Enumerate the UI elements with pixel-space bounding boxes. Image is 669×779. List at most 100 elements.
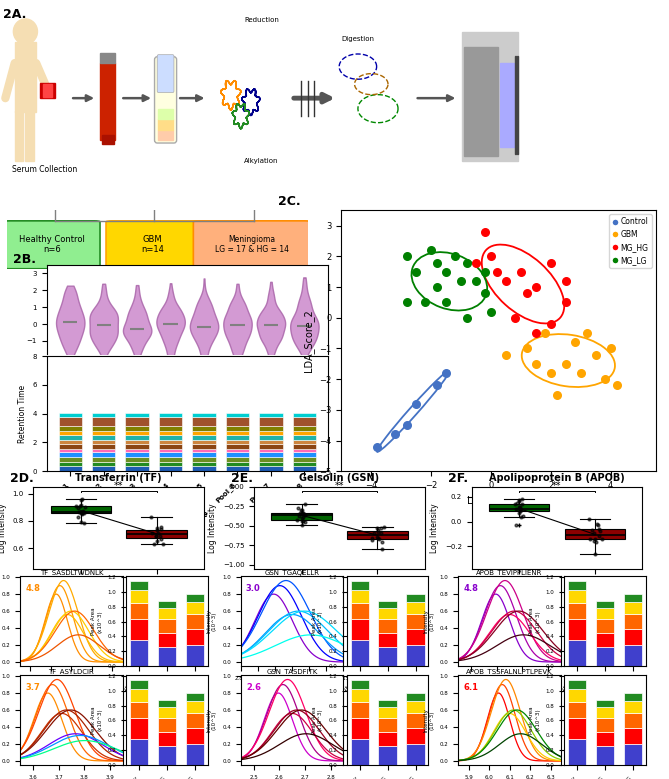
Bar (624, 614, 642, 629)
Point (480, 287, 490, 299)
Bar (186, 701, 204, 713)
Bar (462, 32, 518, 161)
Bar (92, 417, 116, 426)
Bar (293, 453, 316, 456)
Point (401, 419, 412, 432)
Point (509, 498, 520, 510)
Bar (260, 435, 283, 439)
Y-axis label: Peak Area
(x10^3): Peak Area (x10^3) (312, 707, 322, 734)
Bar (293, 432, 316, 435)
Point (516, 498, 527, 510)
Bar (59, 417, 82, 426)
Point (516, 510, 527, 523)
X-axis label: Retention Time: Retention Time (268, 686, 316, 691)
FancyBboxPatch shape (193, 221, 310, 269)
Point (376, 527, 387, 539)
Bar (126, 444, 149, 449)
Point (292, 513, 302, 526)
Point (300, 509, 310, 521)
Point (77, 508, 88, 520)
Point (486, 305, 496, 318)
Bar (59, 453, 82, 456)
Point (462, 256, 472, 269)
Bar (193, 449, 216, 453)
Bar (568, 590, 586, 603)
Text: Serum Collection: Serum Collection (12, 165, 78, 174)
Point (78, 505, 88, 517)
Bar (159, 439, 183, 444)
Title: APOB_TEVIPPLIENR: APOB_TEVIPPLIENR (476, 569, 543, 576)
Point (450, 250, 460, 263)
Point (373, 527, 383, 539)
Bar (596, 633, 614, 647)
Point (512, 497, 522, 509)
Text: **: ** (552, 481, 562, 491)
Bar (293, 456, 316, 462)
Point (591, 518, 602, 530)
Bar (293, 449, 316, 453)
Y-axis label: Log Intensity: Log Intensity (208, 503, 217, 552)
Bar (568, 739, 586, 765)
Bar (130, 590, 148, 603)
Bar (293, 444, 316, 449)
Text: Transferrin (TF): Transferrin (TF) (76, 474, 162, 483)
Bar (193, 453, 216, 456)
Point (605, 342, 616, 354)
Bar (92, 413, 116, 417)
Bar (130, 739, 148, 765)
Bar (226, 449, 250, 453)
Point (79, 500, 90, 513)
Bar (158, 619, 176, 633)
PathPatch shape (126, 530, 187, 538)
Point (531, 327, 541, 340)
Bar (158, 731, 176, 746)
Point (551, 388, 562, 400)
Bar (226, 413, 250, 417)
Bar (407, 713, 425, 728)
Bar (25, 111, 34, 161)
Bar (624, 728, 642, 744)
Bar (407, 744, 425, 765)
Bar (596, 700, 614, 707)
Point (593, 530, 604, 542)
Point (152, 521, 163, 534)
Bar (379, 718, 397, 731)
Point (299, 516, 310, 528)
Title: GSN_TGAQELLR: GSN_TGAQELLR (265, 569, 320, 576)
Y-axis label: Retention Time: Retention Time (18, 385, 27, 442)
Point (593, 523, 604, 535)
Bar (351, 689, 369, 702)
Circle shape (13, 19, 37, 44)
Point (367, 532, 377, 545)
Point (611, 379, 622, 392)
Point (441, 296, 452, 308)
Point (411, 397, 421, 410)
Bar (596, 619, 614, 633)
Point (522, 287, 533, 299)
Bar (379, 608, 397, 619)
Bar (624, 645, 642, 666)
Point (300, 498, 310, 510)
Bar (351, 640, 369, 666)
Point (514, 501, 524, 513)
Point (590, 533, 601, 545)
Text: 3.0: 3.0 (246, 583, 261, 593)
Point (294, 507, 305, 520)
Text: **: ** (114, 481, 124, 491)
Bar (130, 679, 148, 689)
Bar (351, 739, 369, 765)
Bar (186, 629, 204, 645)
Point (515, 505, 526, 517)
Text: GBM
n=14: GBM n=14 (141, 234, 164, 254)
Bar (158, 746, 176, 765)
Point (78, 516, 89, 529)
Bar (92, 444, 116, 449)
PathPatch shape (51, 506, 111, 513)
Bar (568, 702, 586, 718)
Bar (226, 426, 250, 432)
Bar (126, 426, 149, 432)
Point (599, 373, 610, 386)
Bar (293, 462, 316, 466)
Y-axis label: Peak Area
(x10^3): Peak Area (x10^3) (312, 608, 322, 635)
Bar (40, 83, 55, 98)
